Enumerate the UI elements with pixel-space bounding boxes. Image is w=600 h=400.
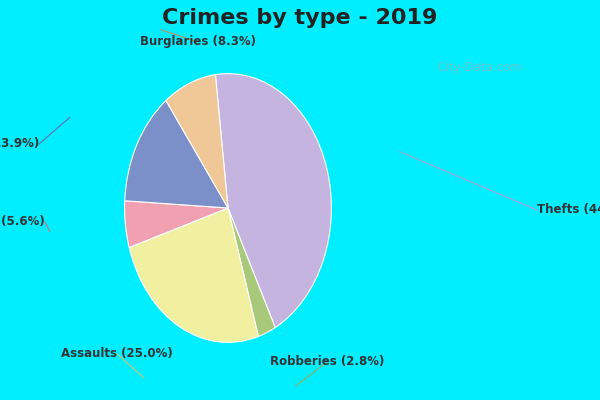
Text: Auto thefts (5.6%): Auto thefts (5.6%): [0, 216, 45, 228]
Text: Robberies (2.8%): Robberies (2.8%): [270, 356, 384, 368]
Wedge shape: [125, 201, 228, 248]
Text: Thefts (44.4%): Thefts (44.4%): [537, 204, 600, 216]
Text: City-Data.com: City-Data.com: [437, 62, 523, 74]
Wedge shape: [125, 100, 228, 208]
Text: Assaults (25.0%): Assaults (25.0%): [61, 348, 173, 360]
Wedge shape: [129, 208, 259, 342]
Wedge shape: [166, 75, 228, 208]
Text: Burglaries (8.3%): Burglaries (8.3%): [140, 36, 256, 48]
Wedge shape: [215, 74, 331, 328]
Wedge shape: [228, 208, 275, 336]
Text: Crimes by type - 2019: Crimes by type - 2019: [163, 8, 437, 28]
Text: Rapes (13.9%): Rapes (13.9%): [0, 138, 39, 150]
